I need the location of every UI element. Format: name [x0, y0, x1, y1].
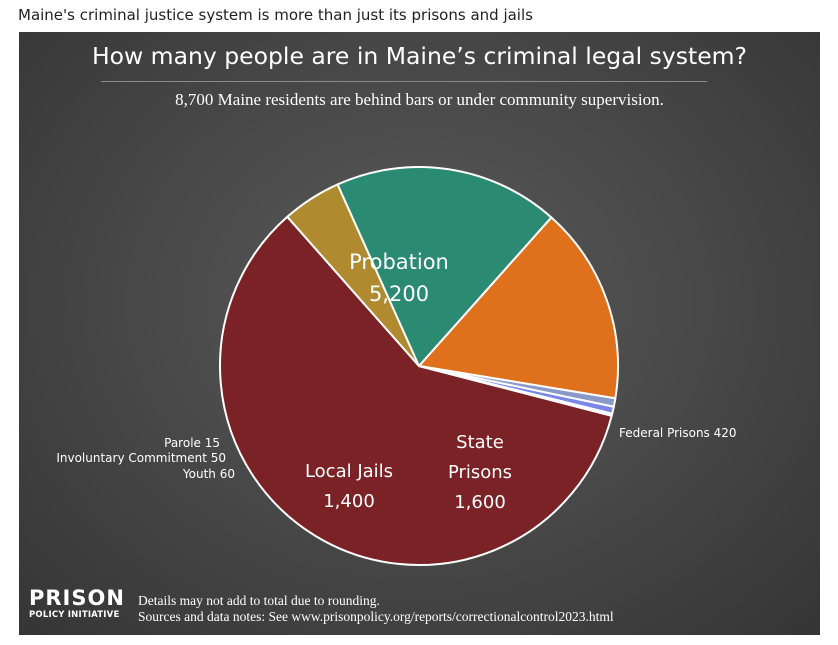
logo-line2: POLICY INITIATIVE [29, 610, 120, 620]
pie-labels: Probation 5,200 Federal Prisons 420 State Pr… [56, 250, 736, 513]
sources-note: Sources and data notes: See www.prisonpo… [138, 609, 614, 624]
prison-policy-logo: PRISON POLICY INITIATIVE [29, 587, 125, 621]
chart-subtitle: 8,700 Maine residents are behind bars or… [175, 90, 664, 109]
label-federal-prisons: Federal Prisons 420 [619, 426, 737, 440]
label-local-jails: Local Jails 1,400 [305, 461, 393, 512]
logo-line1: PRISON [29, 586, 125, 610]
label-parole: Parole 15 [164, 436, 220, 450]
chart-card: How many people are in Maine’s criminal … [19, 32, 820, 635]
slice-probation [219, 215, 613, 566]
page-heading: Maine's criminal justice system is more … [18, 6, 533, 24]
rounding-note: Details may not add to total due to roun… [138, 593, 380, 608]
source-notes: Details may not add to total due to roun… [138, 593, 614, 625]
pie-slices [219, 166, 619, 566]
title-divider [101, 81, 707, 82]
pie-chart: Probation 5,200 Federal Prisons 420 State Pr… [56, 166, 737, 566]
slice-local-jails [418, 216, 619, 400]
slice-state-prisons [336, 166, 553, 367]
label-youth: Youth 60 [182, 467, 235, 481]
label-involuntary-commitment: Involuntary Commitment 50 [56, 451, 226, 465]
label-probation: Probation 5,200 [349, 250, 449, 306]
slice-parole [418, 365, 614, 417]
label-state-prisons: State Prisons 1,600 [448, 432, 512, 513]
chart-title: How many people are in Maine’s criminal … [91, 42, 748, 70]
